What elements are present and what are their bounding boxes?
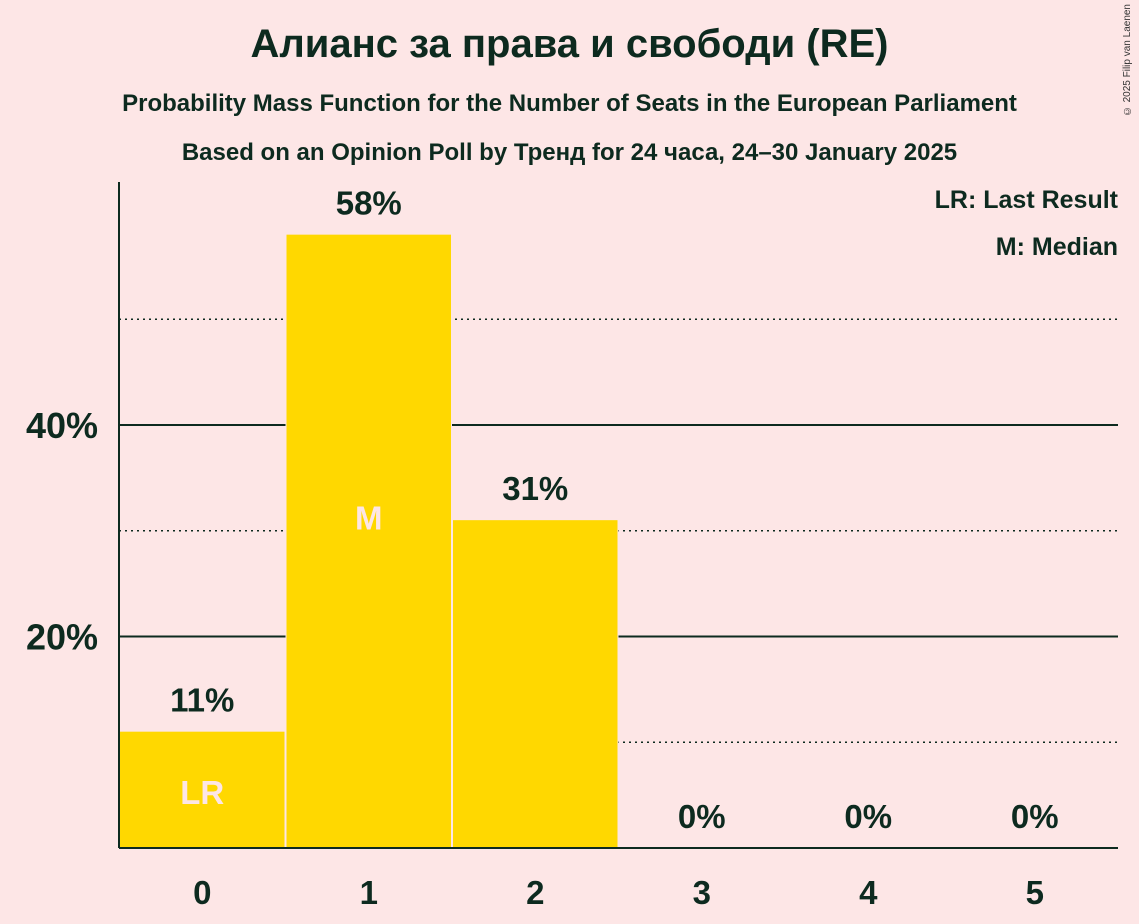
x-tick-label: 0	[193, 874, 211, 911]
x-tick-label: 5	[1026, 874, 1044, 911]
bar	[286, 234, 451, 848]
chart-title: Алианс за права и свободи (RE)	[250, 22, 889, 66]
chart-source: Based on an Opinion Poll by Тренд for 24…	[181, 139, 958, 166]
legend-last-result: LR: Last Result	[934, 186, 1118, 214]
bar-value-label: 0%	[844, 798, 892, 835]
legend-median: M: Median	[995, 233, 1118, 261]
median-marker: M	[355, 499, 383, 536]
bar-value-label: 0%	[1011, 798, 1059, 835]
x-tick-label: 4	[859, 874, 878, 911]
last-result-marker: LR	[180, 774, 224, 811]
y-tick-label: 40%	[26, 405, 98, 446]
x-tick-label: 1	[360, 874, 378, 911]
bar-value-label: 31%	[502, 470, 568, 507]
x-tick-label: 2	[526, 874, 544, 911]
bar-value-label: 58%	[336, 185, 402, 222]
bar-value-label: 0%	[678, 798, 726, 835]
bar	[120, 731, 285, 848]
y-tick-label: 20%	[26, 617, 98, 658]
bar	[453, 520, 618, 848]
chart-subtitle: Probability Mass Function for the Number…	[122, 90, 1017, 117]
x-tick-label: 3	[693, 874, 711, 911]
bar-value-label: 11%	[170, 682, 234, 719]
